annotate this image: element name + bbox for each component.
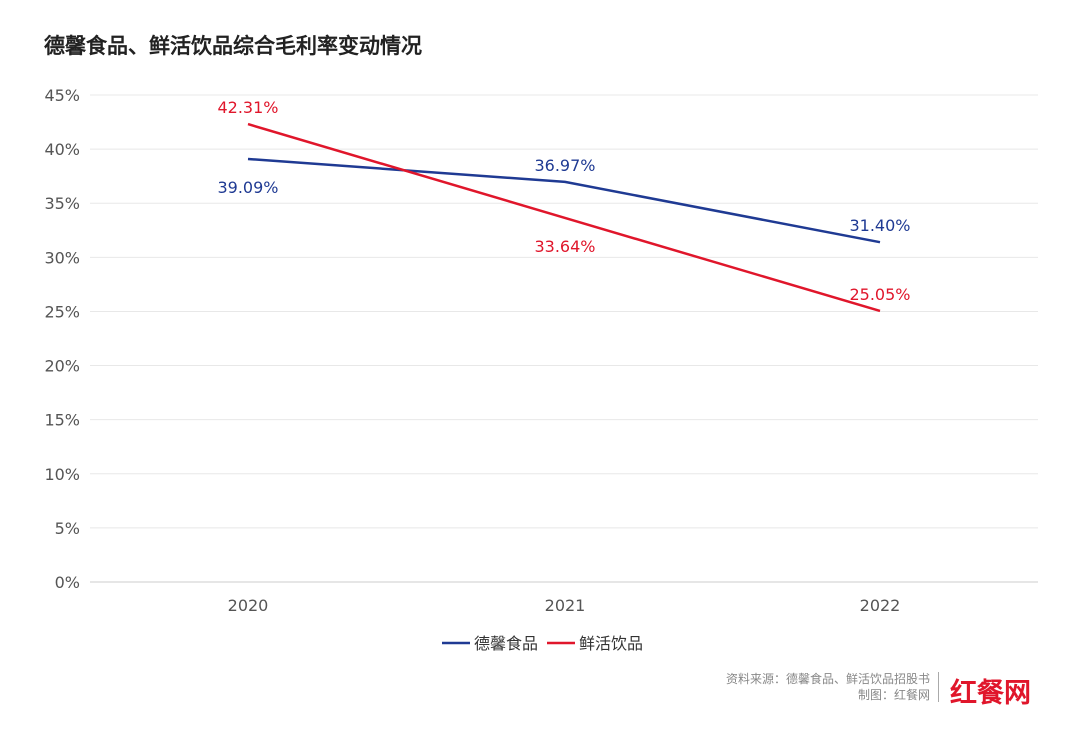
source-note: 资料来源：德馨食品、鲜活饮品招股书 制图：红餐网 xyxy=(726,671,930,703)
y-tick-label: 20% xyxy=(44,357,80,376)
legend-label: 鲜活饮品 xyxy=(579,634,643,653)
x-tick-label: 2020 xyxy=(228,596,269,615)
logo: 红餐网 xyxy=(950,678,1031,709)
data-label: 33.64% xyxy=(534,237,595,256)
data-label: 25.05% xyxy=(849,285,910,304)
y-tick-label: 35% xyxy=(44,194,80,213)
y-tick-label: 5% xyxy=(55,519,80,538)
y-tick-label: 40% xyxy=(44,140,80,159)
data-label: 42.31% xyxy=(217,98,278,117)
y-tick-label: 0% xyxy=(55,573,80,592)
divider xyxy=(938,672,939,702)
series-line-2 xyxy=(247,122,881,313)
x-tick-label: 2022 xyxy=(860,596,901,615)
y-tick-label: 25% xyxy=(44,302,80,321)
series-line-1 xyxy=(247,157,881,244)
data-label: 39.09% xyxy=(217,178,278,197)
y-tick-label: 30% xyxy=(44,248,80,267)
x-tick-label: 2021 xyxy=(545,596,586,615)
y-tick-label: 45% xyxy=(44,86,80,105)
data-label: 31.40% xyxy=(849,216,910,235)
y-tick-label: 10% xyxy=(44,465,80,484)
y-tick-label: 15% xyxy=(44,411,80,430)
chart-title: 德馨食品、鲜活饮品综合毛利率变动情况 xyxy=(44,34,422,58)
source-text: 资料来源：德馨食品、鲜活饮品招股书 xyxy=(725,672,930,686)
credit-text: 制图：红餐网 xyxy=(857,688,930,702)
legend-label: 德馨食品 xyxy=(474,634,538,653)
data-label: 36.97% xyxy=(534,156,595,175)
